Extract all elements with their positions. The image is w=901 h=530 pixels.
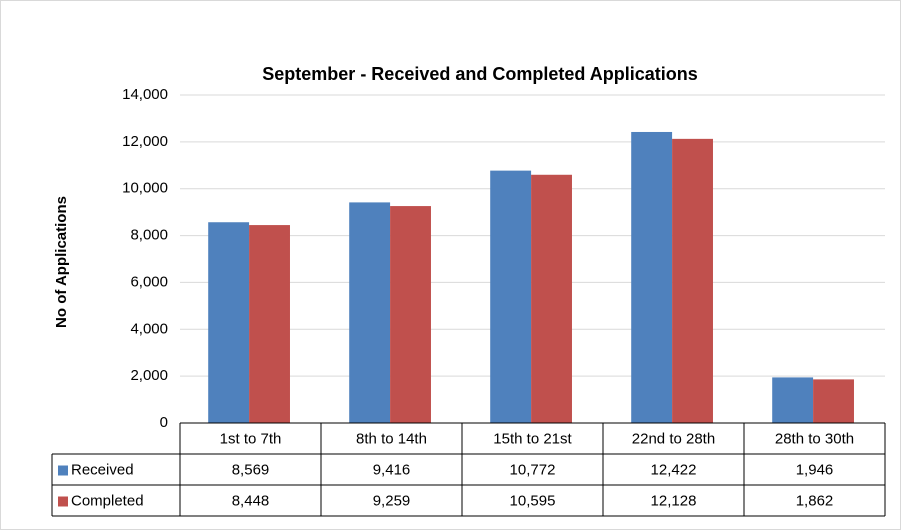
data-label: 10,772 bbox=[510, 461, 556, 478]
data-label: 8,569 bbox=[232, 461, 270, 478]
y-tick-label: 10,000 bbox=[122, 180, 168, 197]
bar bbox=[813, 379, 854, 423]
legend-swatch bbox=[58, 465, 68, 476]
y-tick-label: 12,000 bbox=[122, 133, 168, 150]
data-label: 10,595 bbox=[510, 492, 556, 509]
x-tick-label: 1st to 7th bbox=[220, 430, 282, 447]
bar bbox=[631, 131, 673, 424]
legend-label: Completed bbox=[71, 492, 144, 509]
legend-label: Received bbox=[71, 461, 134, 478]
bar bbox=[772, 377, 814, 423]
x-tick-label: 28th to 30th bbox=[775, 430, 854, 447]
bar bbox=[531, 174, 572, 423]
data-label: 9,259 bbox=[373, 492, 411, 509]
x-tick-label: 22nd to 28th bbox=[632, 430, 715, 447]
y-axis-label: No of Applications bbox=[53, 196, 70, 328]
y-tick-label: 2,000 bbox=[130, 367, 168, 384]
y-tick-label: 6,000 bbox=[130, 273, 168, 290]
legend-swatch bbox=[58, 496, 68, 507]
y-tick-label: 4,000 bbox=[130, 320, 168, 337]
bar bbox=[672, 138, 713, 424]
y-tick-label: 0 bbox=[160, 414, 168, 431]
y-tick-label: 14,000 bbox=[122, 86, 168, 103]
bar bbox=[249, 225, 290, 423]
data-label: 8,448 bbox=[232, 492, 270, 509]
y-tick-label: 8,000 bbox=[130, 227, 168, 244]
data-label: 12,422 bbox=[651, 461, 697, 478]
x-tick-label: 8th to 14th bbox=[356, 430, 427, 447]
bar bbox=[349, 202, 391, 423]
bar bbox=[490, 170, 532, 423]
data-label: 9,416 bbox=[373, 461, 411, 478]
bar bbox=[208, 222, 250, 423]
data-label: 1,862 bbox=[796, 492, 834, 509]
data-label: 1,946 bbox=[796, 461, 834, 478]
x-tick-label: 15th to 21st bbox=[493, 430, 572, 447]
data-label: 12,128 bbox=[651, 492, 697, 509]
bar bbox=[390, 206, 431, 423]
chart-title: September - Received and Completed Appli… bbox=[262, 64, 697, 84]
